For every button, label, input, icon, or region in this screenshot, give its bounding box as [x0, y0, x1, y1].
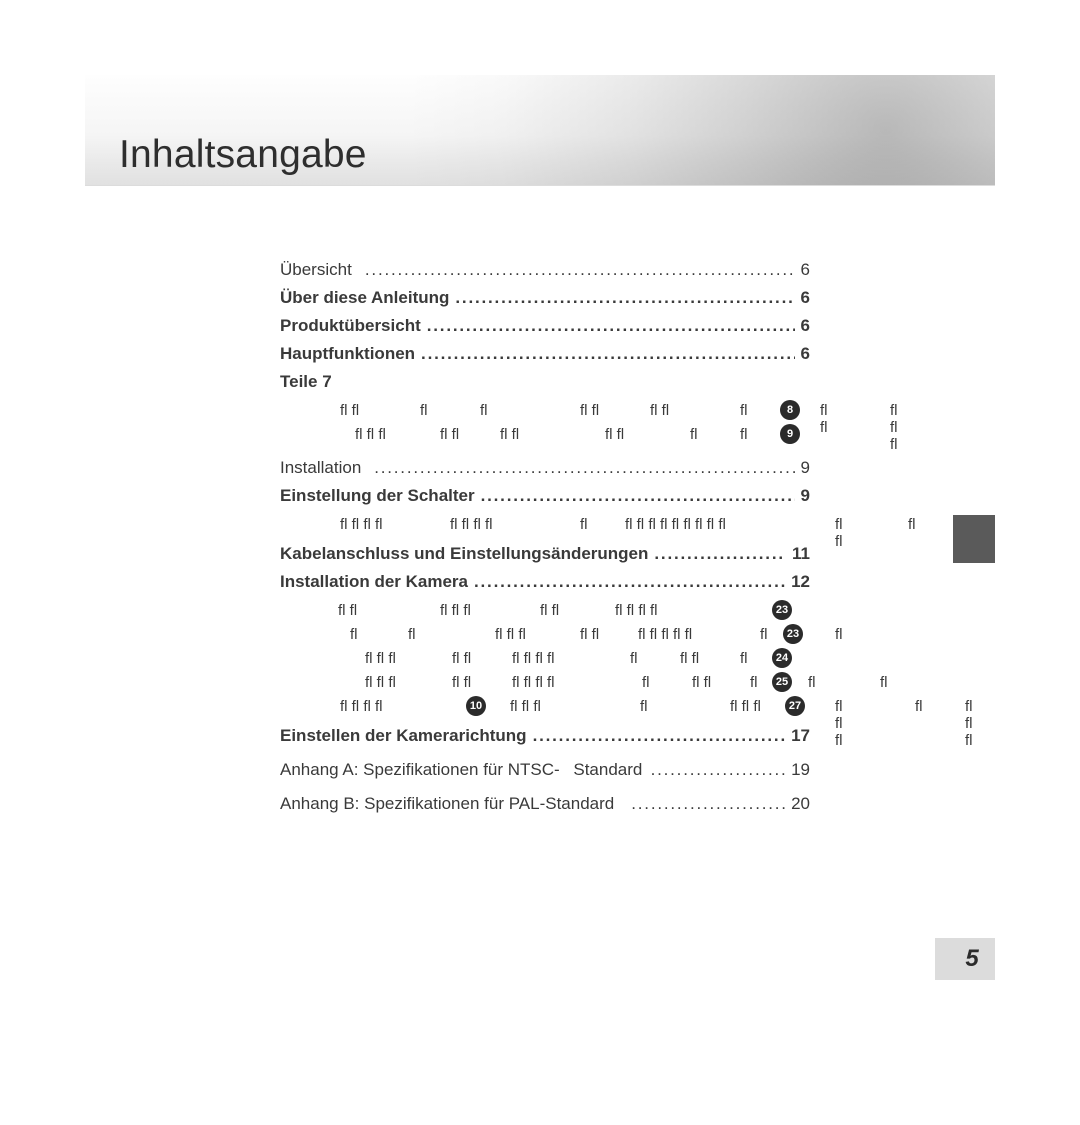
toc-entry-produktubersicht: Produktübersicht 6 — [280, 316, 810, 336]
toc-label: Produktübersicht — [280, 316, 427, 336]
toc-label: Einstellen der Kamerarichtung — [280, 726, 533, 746]
table-of-contents: Übersicht 6 Über diese Anleitung 6 Produ… — [280, 250, 810, 822]
circled-number-icon: 9 — [780, 424, 800, 444]
toc-leader — [374, 458, 794, 478]
toc-leader — [421, 344, 794, 364]
toc-page: 19 — [785, 760, 810, 780]
circled-number-icon: 23 — [783, 624, 803, 644]
toc-leader — [533, 726, 786, 746]
toc-entry-teile: Teile 7 — [280, 372, 810, 392]
toc-entry-kabelanschluss: Kabelanschluss und Einstellungsänderunge… — [280, 544, 810, 564]
toc-leader — [365, 260, 795, 280]
toc-label-extra: Standard — [573, 760, 648, 780]
circled-number-icon: 10 — [466, 696, 486, 716]
toc-page: 6 — [795, 344, 810, 364]
toc-page: 11 — [786, 544, 810, 564]
toc-page: 6 — [795, 316, 810, 336]
toc-entry-kamerarichtung: Einstellen der Kamerarichtung 17 — [280, 726, 810, 746]
toc-leader — [631, 794, 785, 814]
circled-number-icon: 25 — [772, 672, 792, 692]
toc-label: Teile 7 — [280, 372, 338, 392]
header-band: Inhaltsangabe — [85, 75, 995, 186]
garbled-text-block-1: ﬂ ﬂ ﬂ ﬂ ﬂ ﬂ ﬂ ﬂ ﬂ 8 ﬂ ﬂ ﬂ ﬂ ﬂ ﬂ ﬂ ﬂ ﬂ ﬂ … — [280, 400, 810, 448]
garbled-text-block-2: ﬂ ﬂ ﬂ ﬂ ﬂ ﬂ ﬂ ﬂ ﬂ ﬂ ﬂ ﬂ ﬂ ﬂ ﬂ ﬂ ﬂ ﬂ ﬂ ﬂ … — [280, 514, 810, 538]
toc-label: Einstellung der Schalter — [280, 486, 481, 506]
toc-label: Übersicht — [280, 260, 358, 280]
circled-number-icon: 27 — [785, 696, 805, 716]
toc-entry-installation: Installation 9 — [280, 458, 810, 478]
toc-label: Anhang B: Speziﬁkationen für PAL-Standar… — [280, 794, 620, 814]
toc-page: 9 — [795, 458, 810, 478]
page-container: Inhaltsangabe Übersicht 6 Über diese Anl… — [0, 0, 1080, 1125]
toc-label: Über diese Anleitung — [280, 288, 455, 308]
toc-entry-installation-kamera: Installation der Kamera 12 — [280, 572, 810, 592]
page-number-value: 5 — [941, 945, 988, 973]
toc-label: Kabelanschluss und Einstellungsänderunge… — [280, 544, 654, 564]
side-tab — [953, 515, 995, 563]
toc-entry-ubersicht: Übersicht 6 — [280, 260, 810, 280]
toc-label: Installation der Kamera — [280, 572, 474, 592]
toc-entry-einstellung-schalter: Einstellung der Schalter 9 — [280, 486, 810, 506]
toc-leader — [455, 288, 794, 308]
toc-leader — [474, 572, 785, 592]
circled-number-icon: 8 — [780, 400, 800, 420]
toc-page: 6 — [795, 260, 810, 280]
circled-number-icon: 23 — [772, 600, 792, 620]
toc-leader — [651, 760, 786, 780]
toc-label: Anhang A: Speziﬁkationen für NTSC- — [280, 760, 566, 780]
toc-page: 9 — [795, 486, 810, 506]
toc-entry-anhang-a: Anhang A: Speziﬁkationen für NTSC- Stand… — [280, 760, 810, 780]
page-title: Inhaltsangabe — [119, 133, 367, 177]
toc-leader — [481, 486, 795, 506]
toc-page: 20 — [785, 794, 810, 814]
toc-label: Hauptfunktionen — [280, 344, 421, 364]
toc-page: 17 — [785, 726, 810, 746]
garbled-text-block-3: ﬂ ﬂ ﬂ ﬂ ﬂ ﬂ ﬂ ﬂ ﬂ ﬂ ﬂ 23 ﬂ ﬂ ﬂ ﬂ ﬂ ﬂ ﬂ ﬂ… — [280, 600, 810, 720]
toc-leader — [654, 544, 786, 564]
toc-page: 6 — [795, 288, 810, 308]
toc-page: 12 — [785, 572, 810, 592]
toc-entry-uber-anleitung: Über diese Anleitung 6 — [280, 288, 810, 308]
toc-entry-anhang-b: Anhang B: Speziﬁkationen für PAL-Standar… — [280, 794, 810, 814]
circled-number-icon: 24 — [772, 648, 792, 668]
toc-entry-hauptfunktionen: Hauptfunktionen 6 — [280, 344, 810, 364]
toc-label: Installation — [280, 458, 367, 478]
page-number: 5 — [935, 938, 995, 980]
toc-leader — [427, 316, 795, 336]
